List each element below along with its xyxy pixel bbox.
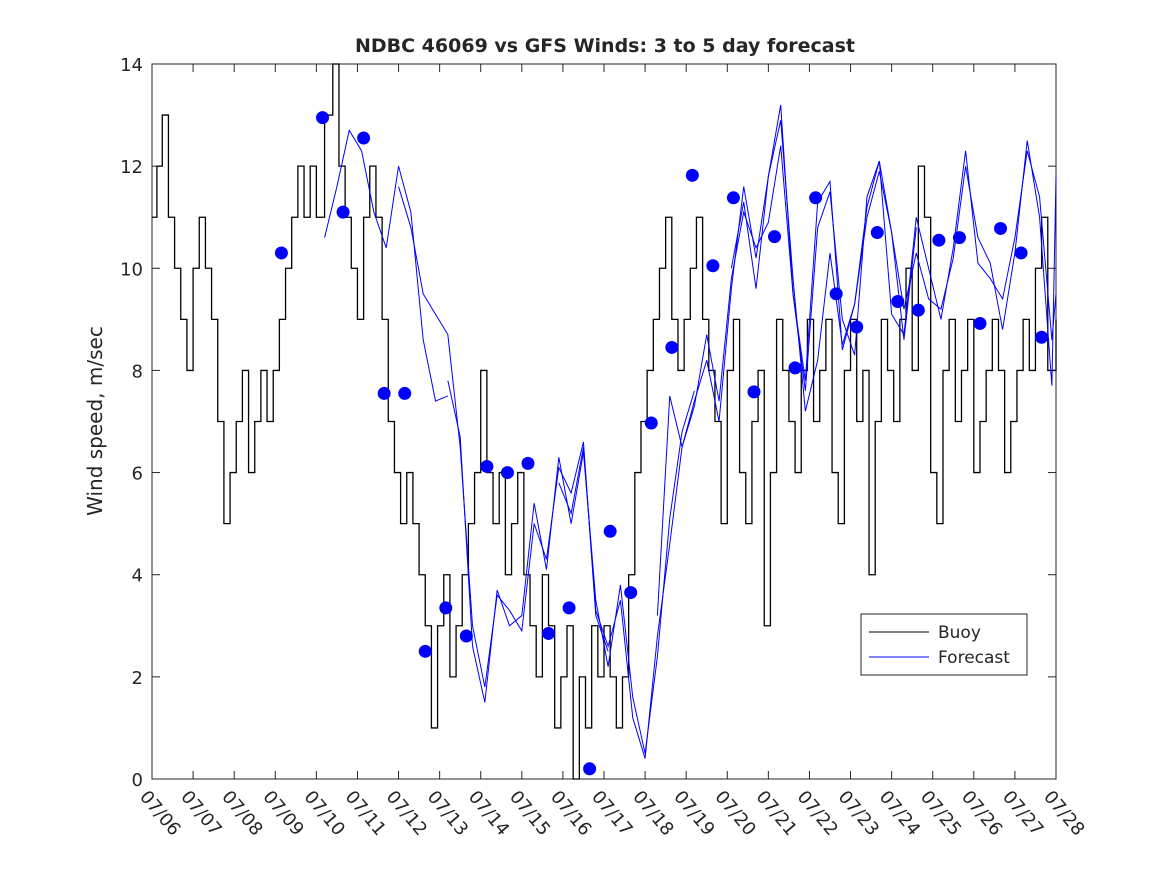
forecast-marker (685, 168, 699, 182)
forecast-marker (542, 626, 556, 640)
forecast-marker (562, 601, 576, 615)
x-tick-label: 07/24 (875, 787, 924, 840)
x-tick-label: 07/17 (587, 787, 636, 840)
forecast-marker (418, 644, 432, 658)
x-tick-label: 07/26 (957, 787, 1006, 840)
forecast-marker (726, 191, 740, 205)
y-tick-label: 6 (132, 464, 143, 485)
forecast-marker (439, 601, 453, 615)
y-tick-label: 10 (120, 259, 143, 280)
forecast-line (829, 140, 1057, 386)
forecast-marker (768, 230, 782, 244)
x-tick-label: 07/28 (1039, 787, 1088, 840)
forecast-marker (274, 246, 288, 260)
legend: Buoy Forecast (860, 613, 1028, 676)
x-tick-label: 07/15 (505, 787, 554, 840)
forecast-marker (398, 386, 412, 400)
forecast-marker (850, 320, 864, 334)
forecast-marker (480, 459, 494, 473)
x-tick-label: 07/20 (710, 787, 759, 840)
forecast-marker (952, 231, 966, 245)
x-tick-label: 07/11 (341, 787, 390, 840)
forecast-line (447, 380, 695, 754)
y-tick-label: 2 (132, 668, 143, 689)
forecast-marker (665, 340, 679, 354)
x-tick-label: 07/19 (669, 787, 718, 840)
forecast-marker (911, 303, 925, 317)
chart-title: NDBC 46069 vs GFS Winds: 3 to 5 day fore… (355, 35, 855, 57)
x-tick-label: 07/23 (834, 787, 883, 840)
forecast-marker (829, 287, 843, 301)
x-tick-label: 07/08 (217, 787, 266, 840)
x-tick-label: 07/21 (752, 787, 801, 840)
forecast-marker (336, 205, 350, 219)
forecast-line (730, 104, 1057, 381)
x-tick-label: 07/12 (382, 787, 431, 840)
x-tick-label: 07/18 (628, 787, 677, 840)
forecast-marker (788, 361, 802, 375)
legend-buoy-label: Buoy (938, 623, 981, 643)
forecast-marker (357, 131, 371, 145)
forecast-marker (624, 586, 638, 600)
forecast-line (656, 145, 917, 616)
y-tick-label: 0 (132, 770, 143, 791)
forecast-marker (1035, 330, 1049, 344)
y-tick-label: 4 (132, 566, 143, 587)
forecast-line (398, 186, 609, 688)
forecast-marker (809, 191, 823, 205)
y-tick-label: 14 (120, 55, 143, 76)
forecast-marker (891, 294, 905, 308)
forecast-series (324, 104, 1057, 759)
forecast-marker (973, 316, 987, 330)
x-tick-label: 07/06 (135, 787, 184, 840)
x-tick-label: 07/09 (258, 787, 307, 840)
forecast-marker (316, 111, 330, 125)
forecast-marker (1014, 246, 1028, 260)
x-tick-label: 07/13 (423, 787, 472, 840)
buoy-series (152, 63, 1057, 780)
x-tick-label: 07/25 (916, 787, 965, 840)
y-tick-label: 12 (120, 157, 143, 178)
legend-box (860, 613, 1028, 676)
x-tick-label: 07/27 (998, 787, 1047, 840)
forecast-marker (521, 456, 535, 470)
forecast-markers (274, 111, 1049, 776)
forecast-marker (747, 385, 761, 399)
x-tick-label: 07/14 (464, 787, 513, 840)
forecast-marker (870, 226, 884, 240)
y-axis-label: Wind speed, m/sec (83, 326, 107, 516)
forecast-marker (377, 386, 391, 400)
forecast-marker (932, 233, 946, 247)
y-tick-label: 8 (132, 361, 143, 382)
x-tick-label: 07/10 (300, 787, 349, 840)
x-tick-label: 07/22 (793, 787, 842, 840)
forecast-marker (583, 762, 597, 776)
forecast-marker (459, 629, 473, 643)
forecast-line (324, 129, 449, 402)
x-tick-label: 07/07 (176, 787, 225, 840)
forecast-marker (644, 416, 658, 430)
forecast-marker (706, 259, 720, 273)
legend-forecast-label: Forecast (938, 648, 1010, 668)
forecast-marker (500, 466, 514, 480)
forecast-marker (994, 221, 1008, 235)
x-tick-label: 07/16 (546, 787, 595, 840)
buoy-line (152, 63, 1057, 780)
forecast-marker (603, 524, 617, 538)
